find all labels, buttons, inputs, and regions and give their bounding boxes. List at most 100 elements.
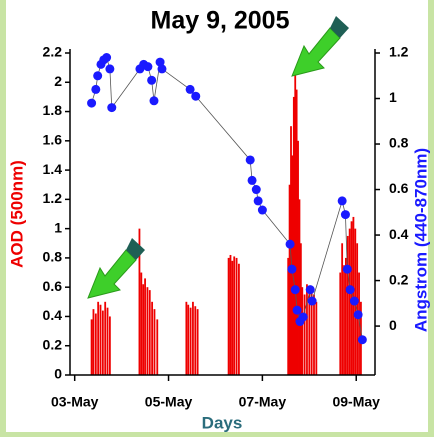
bar: [303, 294, 306, 375]
arrow: [87, 238, 145, 299]
bar: [108, 316, 111, 375]
bar: [295, 89, 298, 375]
bar: [97, 301, 100, 375]
y-tick-label: 1.8: [43, 102, 63, 118]
y-tick-label: 0.2: [43, 336, 63, 352]
bar: [94, 313, 97, 375]
bar: [185, 301, 188, 375]
y-tick-label: 1: [54, 219, 62, 235]
bar: [106, 307, 109, 375]
point: [253, 196, 263, 206]
point: [143, 62, 153, 72]
plot-area: 0 0.2 0.4 0.6 0.8 1 1.2 1.4 1.6 1.8 2 2.2 0 0.2 0.4 0.6…: [43, 44, 409, 410]
bar: [348, 228, 351, 375]
point: [337, 196, 347, 206]
x-axis-label: Days: [202, 413, 243, 432]
x-tick-label: 09-May: [332, 394, 380, 410]
point: [245, 155, 255, 165]
bar: [90, 319, 93, 375]
bar: [194, 306, 197, 375]
point: [307, 296, 317, 306]
point: [105, 64, 115, 74]
point: [155, 57, 165, 67]
x-tick-label: 03-May: [51, 394, 99, 410]
point: [87, 98, 97, 108]
y-tick-label: 1.2: [43, 190, 63, 206]
point: [287, 264, 297, 274]
bar: [227, 257, 230, 375]
bar: [144, 278, 146, 375]
bar: [292, 96, 295, 375]
bar: [352, 216, 355, 375]
point: [345, 285, 355, 295]
y2-axis-label: Angstrom (440-870nm): [411, 148, 430, 332]
point: [191, 91, 201, 101]
point: [292, 305, 302, 315]
y-tick-label: 0.4: [43, 307, 63, 323]
point: [257, 205, 267, 215]
point: [357, 335, 367, 345]
bar: [233, 256, 236, 375]
bar: [238, 263, 240, 375]
y-tick-label: 2.2: [43, 44, 63, 60]
bar: [294, 74, 297, 376]
bar: [301, 287, 304, 375]
bar: [146, 287, 149, 375]
bar: [153, 309, 156, 375]
y2-tick-label: 1: [389, 89, 397, 105]
bar: [315, 301, 318, 375]
point: [93, 71, 103, 81]
bar: [189, 307, 192, 375]
y2-tick-label: 0.8: [389, 135, 409, 151]
point: [107, 103, 117, 113]
bar: [345, 257, 347, 375]
y-tick-label: 2: [54, 73, 62, 89]
bar: [288, 184, 291, 375]
bar: [298, 199, 301, 375]
y2-tick-label: 0: [389, 317, 397, 333]
y2-tick-label: 0.4: [389, 226, 409, 242]
y2-tick-label: 1.2: [389, 44, 409, 60]
bar: [343, 265, 345, 375]
point: [340, 210, 350, 220]
point: [157, 64, 167, 74]
bar: [104, 301, 107, 375]
arrow: [291, 16, 349, 77]
point: [285, 239, 295, 249]
y-tick-label: 0.6: [43, 278, 63, 294]
bar: [187, 304, 190, 375]
bar: [346, 235, 349, 375]
bar: [358, 272, 360, 375]
point: [147, 75, 157, 85]
bar: [339, 272, 342, 375]
bar: [341, 243, 344, 375]
bar: [99, 304, 102, 375]
chart-title: May 9, 2005: [151, 7, 290, 35]
bar: [297, 140, 299, 375]
point: [247, 175, 257, 185]
bar: [140, 272, 143, 375]
bar: [138, 228, 141, 375]
point: [353, 310, 363, 320]
bar: [148, 290, 151, 375]
point: [298, 312, 308, 322]
x-tick-label: 07-May: [239, 394, 287, 410]
bar: [310, 287, 313, 375]
bar: [290, 126, 292, 375]
bar: [92, 309, 95, 375]
bar: [313, 294, 315, 375]
y2-tick-label: 0.2: [389, 271, 409, 287]
bar: [308, 290, 311, 375]
y-tick-label: 1.6: [43, 132, 63, 148]
bar: [192, 301, 194, 375]
bar: [235, 257, 238, 375]
bar: [306, 284, 308, 375]
bar: [101, 310, 104, 375]
point: [290, 285, 300, 295]
bar: [287, 257, 290, 375]
point: [305, 285, 315, 295]
point: [251, 185, 261, 195]
x-tick-label: 05-May: [145, 394, 193, 410]
point: [342, 264, 352, 274]
